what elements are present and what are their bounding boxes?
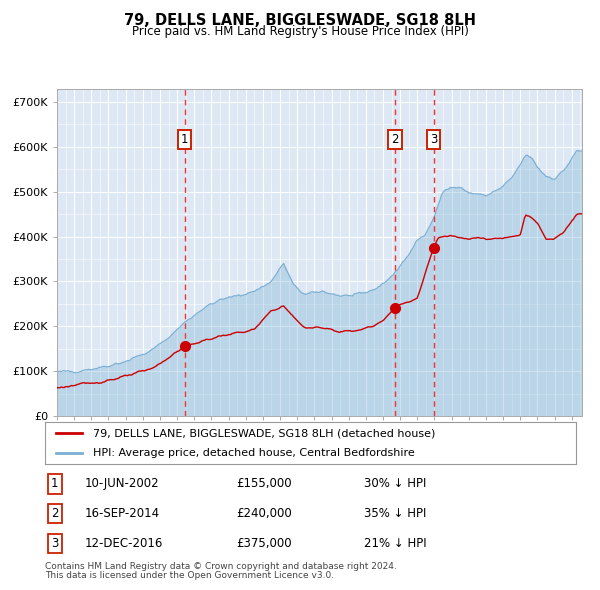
Text: 3: 3 bbox=[51, 537, 58, 550]
Text: 79, DELLS LANE, BIGGLESWADE, SG18 8LH: 79, DELLS LANE, BIGGLESWADE, SG18 8LH bbox=[124, 13, 476, 28]
Text: £240,000: £240,000 bbox=[236, 507, 292, 520]
Text: This data is licensed under the Open Government Licence v3.0.: This data is licensed under the Open Gov… bbox=[45, 571, 334, 580]
Text: 12-DEC-2016: 12-DEC-2016 bbox=[85, 537, 163, 550]
Text: 1: 1 bbox=[181, 133, 188, 146]
Text: 16-SEP-2014: 16-SEP-2014 bbox=[85, 507, 160, 520]
Text: 79, DELLS LANE, BIGGLESWADE, SG18 8LH (detached house): 79, DELLS LANE, BIGGLESWADE, SG18 8LH (d… bbox=[93, 428, 435, 438]
Text: Contains HM Land Registry data © Crown copyright and database right 2024.: Contains HM Land Registry data © Crown c… bbox=[45, 562, 397, 571]
Text: 1: 1 bbox=[51, 477, 58, 490]
Text: £375,000: £375,000 bbox=[236, 537, 292, 550]
Text: 30% ↓ HPI: 30% ↓ HPI bbox=[364, 477, 426, 490]
Text: 2: 2 bbox=[51, 507, 58, 520]
Text: 3: 3 bbox=[430, 133, 437, 146]
Text: £155,000: £155,000 bbox=[236, 477, 292, 490]
Text: 10-JUN-2002: 10-JUN-2002 bbox=[85, 477, 160, 490]
Text: 21% ↓ HPI: 21% ↓ HPI bbox=[364, 537, 426, 550]
Text: HPI: Average price, detached house, Central Bedfordshire: HPI: Average price, detached house, Cent… bbox=[93, 448, 415, 458]
Text: 35% ↓ HPI: 35% ↓ HPI bbox=[364, 507, 426, 520]
Text: Price paid vs. HM Land Registry's House Price Index (HPI): Price paid vs. HM Land Registry's House … bbox=[131, 25, 469, 38]
Text: 2: 2 bbox=[391, 133, 399, 146]
